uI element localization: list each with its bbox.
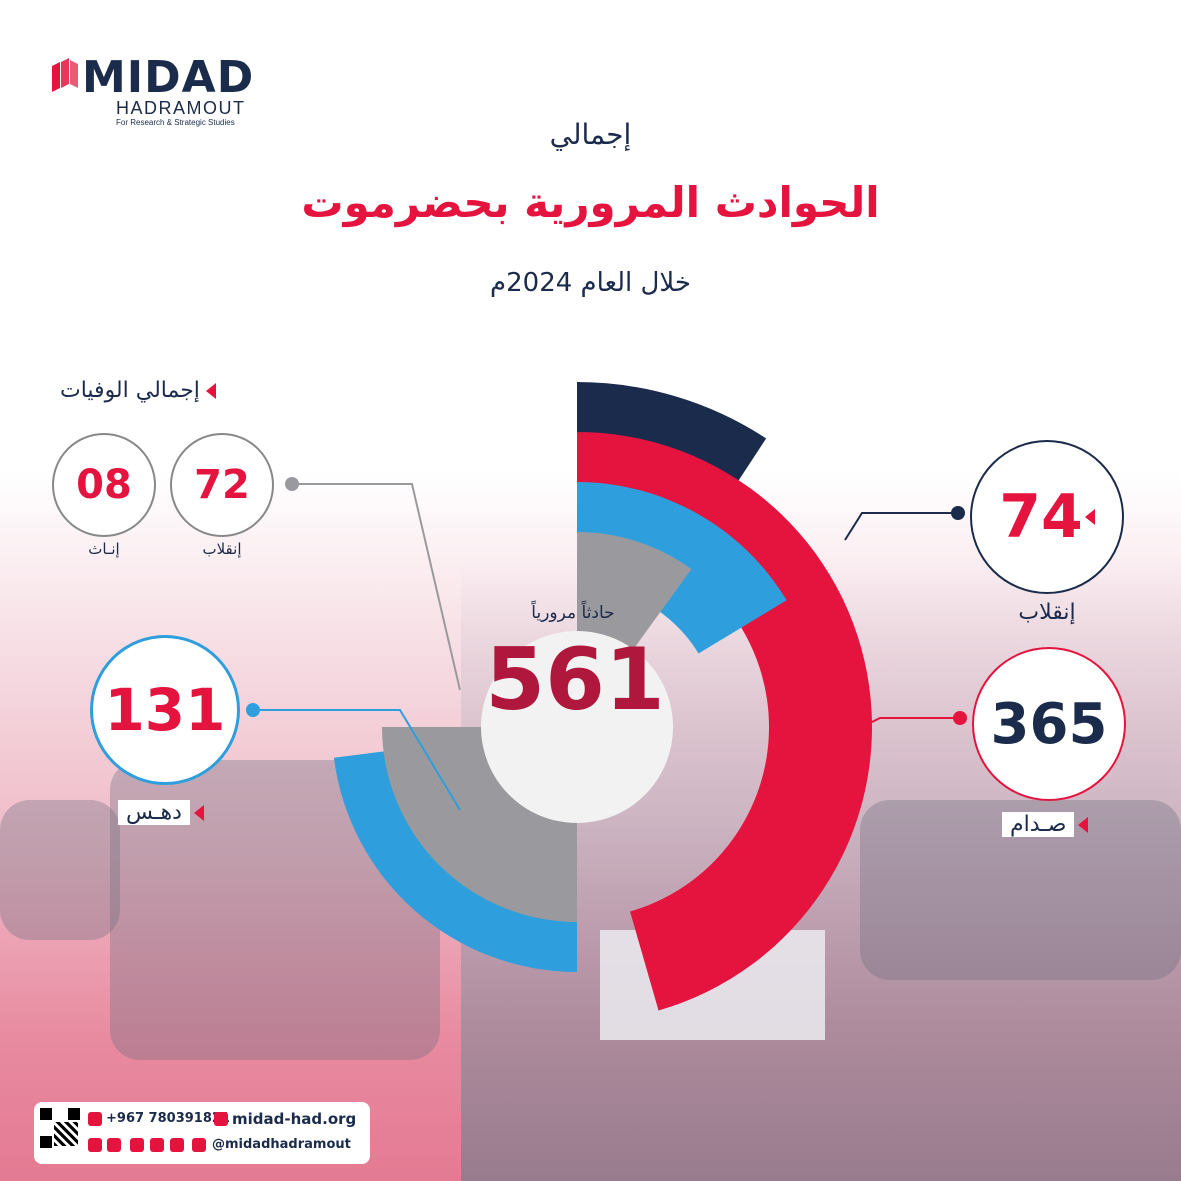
heading-line1: إجمالي: [549, 118, 632, 151]
pointer-icon: [193, 805, 204, 821]
ring-collision: [577, 432, 873, 1011]
pointer-icon: [205, 383, 216, 399]
rollover-circle: 74: [970, 440, 1124, 594]
heading-period: خلال العام 2024م: [490, 268, 691, 298]
center-hub: [481, 631, 673, 823]
runover-label-text: دهـس: [118, 800, 190, 825]
logo-tagline: For Research & Strategic Studies: [116, 118, 235, 127]
pointer-icon: [1084, 509, 1095, 525]
deaths-title-text: إجمالي الوفيات: [60, 378, 200, 403]
footer-phone[interactable]: +967 780391821: [106, 1111, 230, 1126]
deaths-title: إجمالي الوفيات: [60, 378, 216, 403]
footer-handle[interactable]: @midadhadramout: [212, 1137, 351, 1152]
runover-label: دهـس: [118, 800, 204, 825]
phone-icon: [88, 1112, 102, 1126]
footer-contact: +967 780391821 midad-had.org @midadhadra…: [34, 1102, 370, 1164]
telegram-icon[interactable]: [107, 1138, 121, 1152]
center-caption: حادثاً مرورياً: [531, 603, 615, 623]
rollover-value: 74: [999, 482, 1083, 552]
deaths-rollover-circle: 72: [170, 433, 274, 537]
ring-deaths: [577, 532, 692, 653]
page-title: الحوادث المرورية بحضرموت: [301, 178, 880, 227]
deaths-rollover-value: 72: [194, 462, 250, 508]
center-total: 561: [485, 630, 665, 730]
logo-sub: HADRAMOUT: [116, 98, 246, 118]
connector-rollover: [844, 512, 958, 541]
web-icon: [214, 1112, 228, 1126]
connector-deaths: [292, 483, 461, 691]
deaths-rollover-label: إنقلاب: [202, 540, 242, 558]
instagram-icon[interactable]: [130, 1138, 144, 1152]
qr-code-icon: [40, 1108, 80, 1148]
collision-value: 365: [990, 691, 1108, 757]
pointer-icon: [1078, 817, 1089, 833]
deaths-females-value: 08: [76, 462, 132, 508]
runover-value: 131: [104, 676, 226, 744]
connector-collision: [784, 717, 960, 766]
footer-website[interactable]: midad-had.org: [232, 1110, 357, 1128]
collision-label: صـدام: [1002, 812, 1089, 837]
background-vehicle: [0, 800, 120, 940]
connector-deaths-dot: [285, 477, 299, 491]
collision-label-text: صـدام: [1002, 812, 1075, 837]
connector-runover-dot: [246, 703, 260, 717]
facebook-icon[interactable]: [88, 1138, 102, 1152]
rollover-label: إنقلاب: [1018, 600, 1076, 625]
connector-rollover-dot: [951, 506, 965, 520]
linkedin-icon[interactable]: [192, 1138, 206, 1152]
youtube-icon[interactable]: [170, 1138, 184, 1152]
deaths-females-label: إنـاث: [88, 540, 120, 558]
connector-collision-dot: [953, 711, 967, 725]
ring-deaths-tail: [382, 727, 577, 922]
runover-circle: 131: [90, 635, 240, 785]
collision-circle: 365: [972, 647, 1126, 801]
logo-mark-icon: [52, 58, 78, 92]
deaths-females-circle: 08: [52, 433, 156, 537]
x-icon[interactable]: [150, 1138, 164, 1152]
logo-brand: MIDAD: [82, 52, 255, 103]
connector-runover: [253, 709, 461, 811]
